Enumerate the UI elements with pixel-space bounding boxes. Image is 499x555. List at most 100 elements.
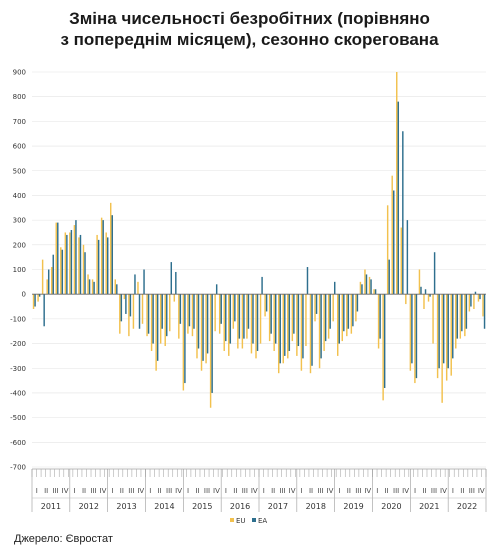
bar-eu <box>409 294 412 371</box>
bar-ea <box>438 294 440 369</box>
bar-ea <box>197 294 200 349</box>
bar-ea <box>175 271 177 295</box>
bar-ea <box>315 294 318 314</box>
bar-ea <box>116 284 118 295</box>
bar-ea <box>302 294 304 359</box>
bar-ea <box>61 249 64 295</box>
bar-ea <box>166 294 168 337</box>
bar-ea <box>365 274 368 295</box>
bar-eu <box>314 294 316 322</box>
bar-eu <box>37 294 39 302</box>
bar-eu <box>359 281 362 295</box>
bar-eu <box>355 294 357 322</box>
bar-eu <box>91 279 94 295</box>
x-quarter-label: III <box>90 487 96 495</box>
bar-eu <box>432 294 434 344</box>
bar-ea <box>320 294 322 359</box>
bar-eu <box>146 294 148 337</box>
bar-eu <box>82 244 85 295</box>
bar-eu <box>341 294 343 342</box>
bar-ea <box>238 294 241 339</box>
bar-eu <box>250 294 253 354</box>
bar-ea <box>129 294 132 317</box>
x-quarter-label: I <box>111 487 113 495</box>
x-quarter-label: II <box>309 487 313 495</box>
y-axis-tick-labels: 900 800 700 600 500 400 300 200 100 0 -100 -200 -300… <box>10 69 26 472</box>
bar-eu <box>436 294 439 379</box>
x-quarter-label: III <box>393 487 399 495</box>
bar-ea <box>252 294 254 344</box>
bar-eu <box>123 294 126 300</box>
bar-ea <box>429 294 431 297</box>
bar-ea <box>193 294 195 329</box>
x-quarter-label: II <box>233 487 237 495</box>
bar-ea <box>79 234 82 295</box>
bar-ea <box>184 294 186 384</box>
bar-ea <box>188 294 191 327</box>
bar-eu <box>323 294 325 351</box>
x-year-label: 2012 <box>79 502 99 511</box>
legend: EU EA <box>230 517 267 525</box>
bar-eu <box>309 294 312 374</box>
bar-eu <box>178 294 180 339</box>
gridlines <box>32 71 486 468</box>
bar-ea <box>479 294 481 300</box>
x-quarter-label: III <box>204 487 210 495</box>
y-tick-label: -700 <box>10 464 26 472</box>
bar-ea <box>397 101 400 295</box>
bar-ea <box>179 294 182 324</box>
bar-ea <box>134 274 136 295</box>
x-quarter-label: II <box>82 487 86 495</box>
bar-eu <box>137 281 139 295</box>
bar-eu <box>241 294 244 349</box>
chart-title: Зміна чисельності безробітних (порівняно… <box>0 8 499 50</box>
bar-ea <box>415 294 418 379</box>
bar-ea <box>288 294 291 351</box>
bar-ea <box>161 294 163 329</box>
bar-ea <box>84 252 86 295</box>
x-quarter-label: III <box>355 487 361 495</box>
x-quarter-label: II <box>195 487 199 495</box>
x-year-label: 2016 <box>230 502 250 511</box>
bar-eu <box>150 294 153 351</box>
bar-eu <box>96 234 98 295</box>
x-quarter-label: IV <box>137 487 144 495</box>
x-quarter-label: IV <box>100 487 107 495</box>
bar-eu <box>155 294 157 371</box>
bar-ea <box>474 291 477 295</box>
bar-eu <box>464 294 466 337</box>
bar-eu <box>69 232 71 295</box>
bar-ea <box>447 294 449 369</box>
bar-eu <box>441 294 443 403</box>
bar-eu <box>64 232 67 295</box>
x-quarter-label: I <box>149 487 151 495</box>
bar-ea <box>433 252 436 295</box>
bar-ea <box>456 294 459 339</box>
bar-eu <box>427 294 430 302</box>
bar-ea <box>388 259 390 295</box>
x-quarter-label: I <box>74 487 76 495</box>
bar-eu <box>346 294 348 337</box>
bar-eu <box>332 294 334 322</box>
bar-eu <box>255 294 257 359</box>
bar-eu <box>246 294 248 339</box>
bar-ea <box>265 294 268 312</box>
x-year-label: 2015 <box>192 502 212 511</box>
x-quarter-label: IV <box>327 487 334 495</box>
x-year-label: 2014 <box>154 502 174 511</box>
bar-ea <box>247 294 250 329</box>
x-quarter-label: I <box>338 487 340 495</box>
x-quarter-label: I <box>376 487 378 495</box>
y-tick-label: 200 <box>13 241 26 249</box>
bar-ea <box>138 294 141 329</box>
bar-ea <box>97 239 100 295</box>
bar-eu <box>50 267 53 295</box>
bar-eu <box>205 294 207 364</box>
bar-ea <box>461 294 463 332</box>
legend-label-eu: EU <box>236 517 246 525</box>
bar-eu <box>377 294 380 349</box>
bar-ea <box>279 294 281 364</box>
x-quarter-label: II <box>158 487 162 495</box>
